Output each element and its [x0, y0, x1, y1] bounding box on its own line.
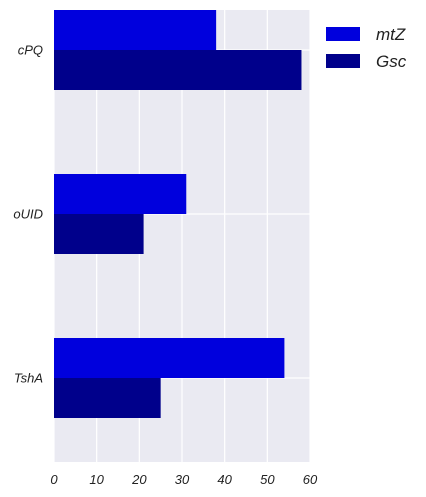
y-axis-tick-labels: cPQ oUID TshA: [13, 43, 43, 386]
bar-Gsc-cPQ: [54, 50, 302, 90]
y-tick-label: oUID: [13, 207, 43, 222]
x-tick-label: 0: [50, 472, 58, 487]
legend-swatch-mtZ: [326, 27, 360, 41]
x-tick-label: 50: [260, 472, 275, 487]
x-tick-label: 30: [175, 472, 190, 487]
bar-mtZ-TshA: [54, 338, 285, 378]
x-axis-tick-labels: 0 10 20 30 40 50 60: [50, 472, 318, 487]
bar-Gsc-oUID: [54, 214, 144, 254]
bar-mtZ-oUID: [54, 174, 187, 214]
legend-label-Gsc: Gsc: [376, 52, 407, 71]
x-tick-label: 40: [217, 472, 232, 487]
bar-Gsc-TshA: [54, 378, 161, 418]
x-tick-label: 10: [89, 472, 104, 487]
y-tick-label: TshA: [14, 371, 43, 386]
bars: [54, 10, 302, 418]
legend-swatch-Gsc: [326, 54, 360, 68]
x-tick-label: 20: [131, 472, 147, 487]
bar-mtZ-cPQ: [54, 10, 217, 50]
legend-label-mtZ: mtZ: [376, 25, 406, 44]
y-tick-label: cPQ: [18, 43, 43, 58]
legend: mtZ Gsc: [326, 25, 407, 71]
x-tick-label: 60: [303, 472, 318, 487]
